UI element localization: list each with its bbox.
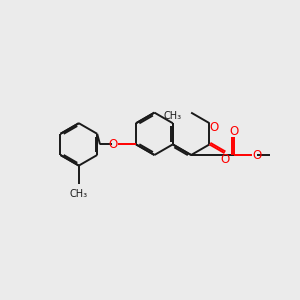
Text: O: O <box>229 125 238 138</box>
Text: O: O <box>220 153 229 166</box>
Text: CH₃: CH₃ <box>164 111 182 121</box>
Text: O: O <box>108 138 117 151</box>
Text: O: O <box>252 148 262 161</box>
Text: O: O <box>209 121 218 134</box>
Text: CH₃: CH₃ <box>70 189 88 199</box>
